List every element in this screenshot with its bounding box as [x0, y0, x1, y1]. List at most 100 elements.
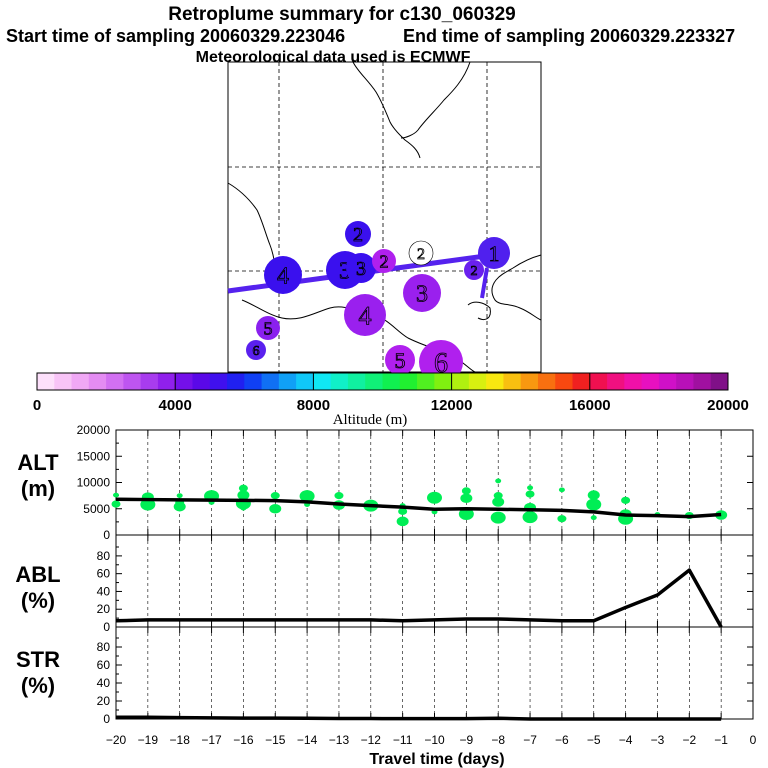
x-tick-label: −7 — [523, 733, 537, 747]
plume-label: 3 — [416, 282, 428, 308]
scatter-point — [492, 497, 505, 507]
plume-label: 4 — [277, 264, 289, 290]
colorbar-swatch — [278, 373, 297, 390]
colorbar-tick-label: 0 — [33, 397, 41, 414]
y-tick-label: 80 — [97, 549, 111, 563]
scatter-point — [621, 496, 631, 504]
colorbar-swatch — [589, 373, 608, 390]
colorbar-swatch — [54, 373, 73, 390]
colorbar-tick-label: 8000 — [297, 397, 330, 414]
plume-circle — [408, 240, 434, 266]
x-tick-label: −8 — [491, 733, 505, 747]
scatter-point — [458, 508, 474, 520]
plume-label: 2 — [353, 224, 363, 246]
plume-circle — [345, 221, 371, 247]
colorbar-swatch — [106, 373, 124, 390]
panel-label: ABL — [15, 562, 60, 587]
colorbar-swatch — [572, 373, 591, 390]
y-tick-label: 80 — [97, 640, 111, 654]
y-tick-label: 15000 — [77, 449, 111, 463]
scatter-point — [334, 492, 344, 500]
panel-str: STR(%) 0 20 40 60 80 — [16, 626, 754, 726]
panel-label: ALT — [17, 450, 59, 475]
plume-circle — [246, 340, 266, 360]
plume-label: 4 — [359, 301, 372, 330]
scatter-point — [461, 487, 471, 495]
plume-label: 3 — [356, 258, 366, 280]
colorbar-swatch — [88, 373, 107, 390]
y-tick-label: 20000 — [77, 423, 111, 437]
y-tick-label: 0 — [103, 528, 110, 542]
colorbar-tick-label: 20000 — [707, 397, 749, 414]
panel-label: (m) — [21, 476, 55, 501]
colorbar-swatch — [434, 373, 453, 390]
scatter-point — [460, 493, 473, 504]
x-tick-label: −15 — [265, 733, 286, 747]
x-tick-label: −12 — [361, 733, 382, 747]
colorbar-tick-label: 12000 — [431, 397, 473, 414]
x-tick-label: −14 — [297, 733, 318, 747]
scatter-point — [558, 487, 565, 493]
x-tick-label: −13 — [329, 733, 350, 747]
colorbar-swatch — [227, 373, 245, 390]
colorbar-swatch — [192, 373, 211, 390]
series-line — [115, 497, 722, 519]
colorbar-swatch — [157, 373, 176, 390]
panel-frame — [115, 429, 754, 536]
colorbar-swatch — [417, 373, 435, 390]
scatter-point — [111, 500, 121, 508]
colorbar-swatch — [347, 373, 366, 390]
plume-circle — [478, 237, 510, 269]
panel-label: (%) — [21, 673, 55, 698]
y-tick-label: 60 — [97, 567, 111, 581]
trajectory-branch — [480, 267, 489, 299]
colorbar-swatch — [607, 373, 625, 390]
scatter-point — [173, 501, 186, 512]
panel-abl: ABL(%) 0 20 40 60 80 — [15, 534, 754, 634]
plume-label: 2 — [471, 264, 478, 279]
scatter-point — [490, 511, 506, 524]
scatter-point — [269, 503, 282, 514]
scatter-point — [587, 490, 600, 500]
end-time-label: End time of sampling 20060329.223327 — [403, 26, 735, 46]
x-tick-label: −1 — [714, 733, 728, 747]
colorbar-swatch — [537, 373, 556, 390]
colorbar-swatch — [296, 373, 314, 390]
colorbar-swatch — [330, 373, 349, 390]
panel-label: STR — [16, 647, 60, 672]
colorbar-swatch — [140, 373, 159, 390]
scatter-point — [176, 493, 183, 499]
colorbar-swatch — [658, 373, 677, 390]
plume-circle — [346, 253, 376, 283]
scatter-point — [140, 498, 156, 511]
y-tick-label: 20 — [97, 602, 111, 616]
colorbar-swatch — [503, 373, 522, 390]
scatter-point — [427, 491, 442, 504]
colorbar-swatch — [209, 373, 228, 390]
colorbar-swatch — [710, 373, 729, 390]
y-tick-label: 0 — [103, 712, 110, 726]
x-tick-label: 0 — [750, 733, 757, 747]
scatter-point — [557, 515, 567, 523]
plume-circle — [403, 274, 441, 312]
scatter-point — [240, 505, 247, 511]
scatter-point — [270, 492, 280, 500]
scatter-point — [522, 511, 538, 524]
scatter-point — [586, 498, 602, 511]
plume-label: 1 — [489, 241, 500, 266]
colorbar-swatch — [37, 373, 55, 390]
colorbar-swatch — [486, 373, 504, 390]
scatter-point — [299, 490, 315, 503]
scatter-point — [398, 507, 408, 515]
plume-circle — [264, 256, 302, 294]
plume-circle — [372, 249, 396, 273]
plume-label: 5 — [264, 318, 273, 338]
start-time-label: Start time of sampling 20060329.223046 — [6, 26, 345, 46]
scatter-point — [493, 492, 503, 500]
scatter-point — [590, 515, 597, 521]
scatter-point — [396, 516, 409, 527]
plume-label: 6 — [434, 348, 448, 379]
plume-circle — [385, 345, 415, 375]
